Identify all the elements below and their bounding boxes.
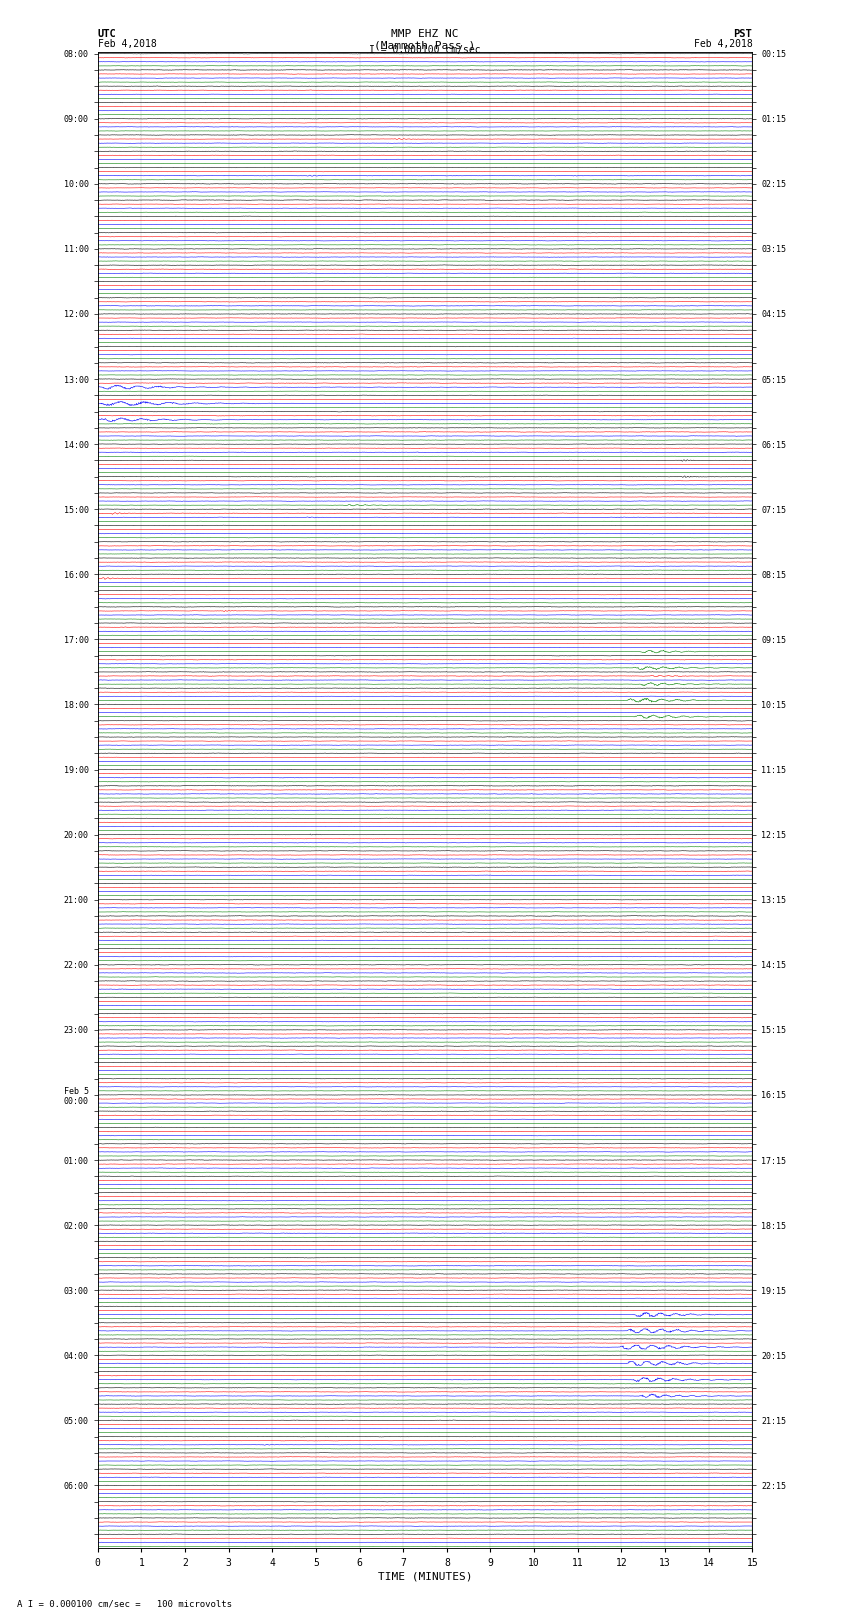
X-axis label: TIME (MINUTES): TIME (MINUTES): [377, 1571, 473, 1582]
Text: A I = 0.000100 cm/sec =   100 microvolts: A I = 0.000100 cm/sec = 100 microvolts: [17, 1598, 232, 1608]
Text: Feb 4,2018: Feb 4,2018: [694, 39, 752, 48]
Title: MMP EHZ NC
(Mammoth Pass ): MMP EHZ NC (Mammoth Pass ): [374, 29, 476, 52]
Text: Feb 4,2018: Feb 4,2018: [98, 39, 156, 48]
Text: UTC: UTC: [98, 29, 116, 39]
Text: I = 0.000100 cm/sec: I = 0.000100 cm/sec: [369, 45, 481, 55]
Text: PST: PST: [734, 29, 752, 39]
